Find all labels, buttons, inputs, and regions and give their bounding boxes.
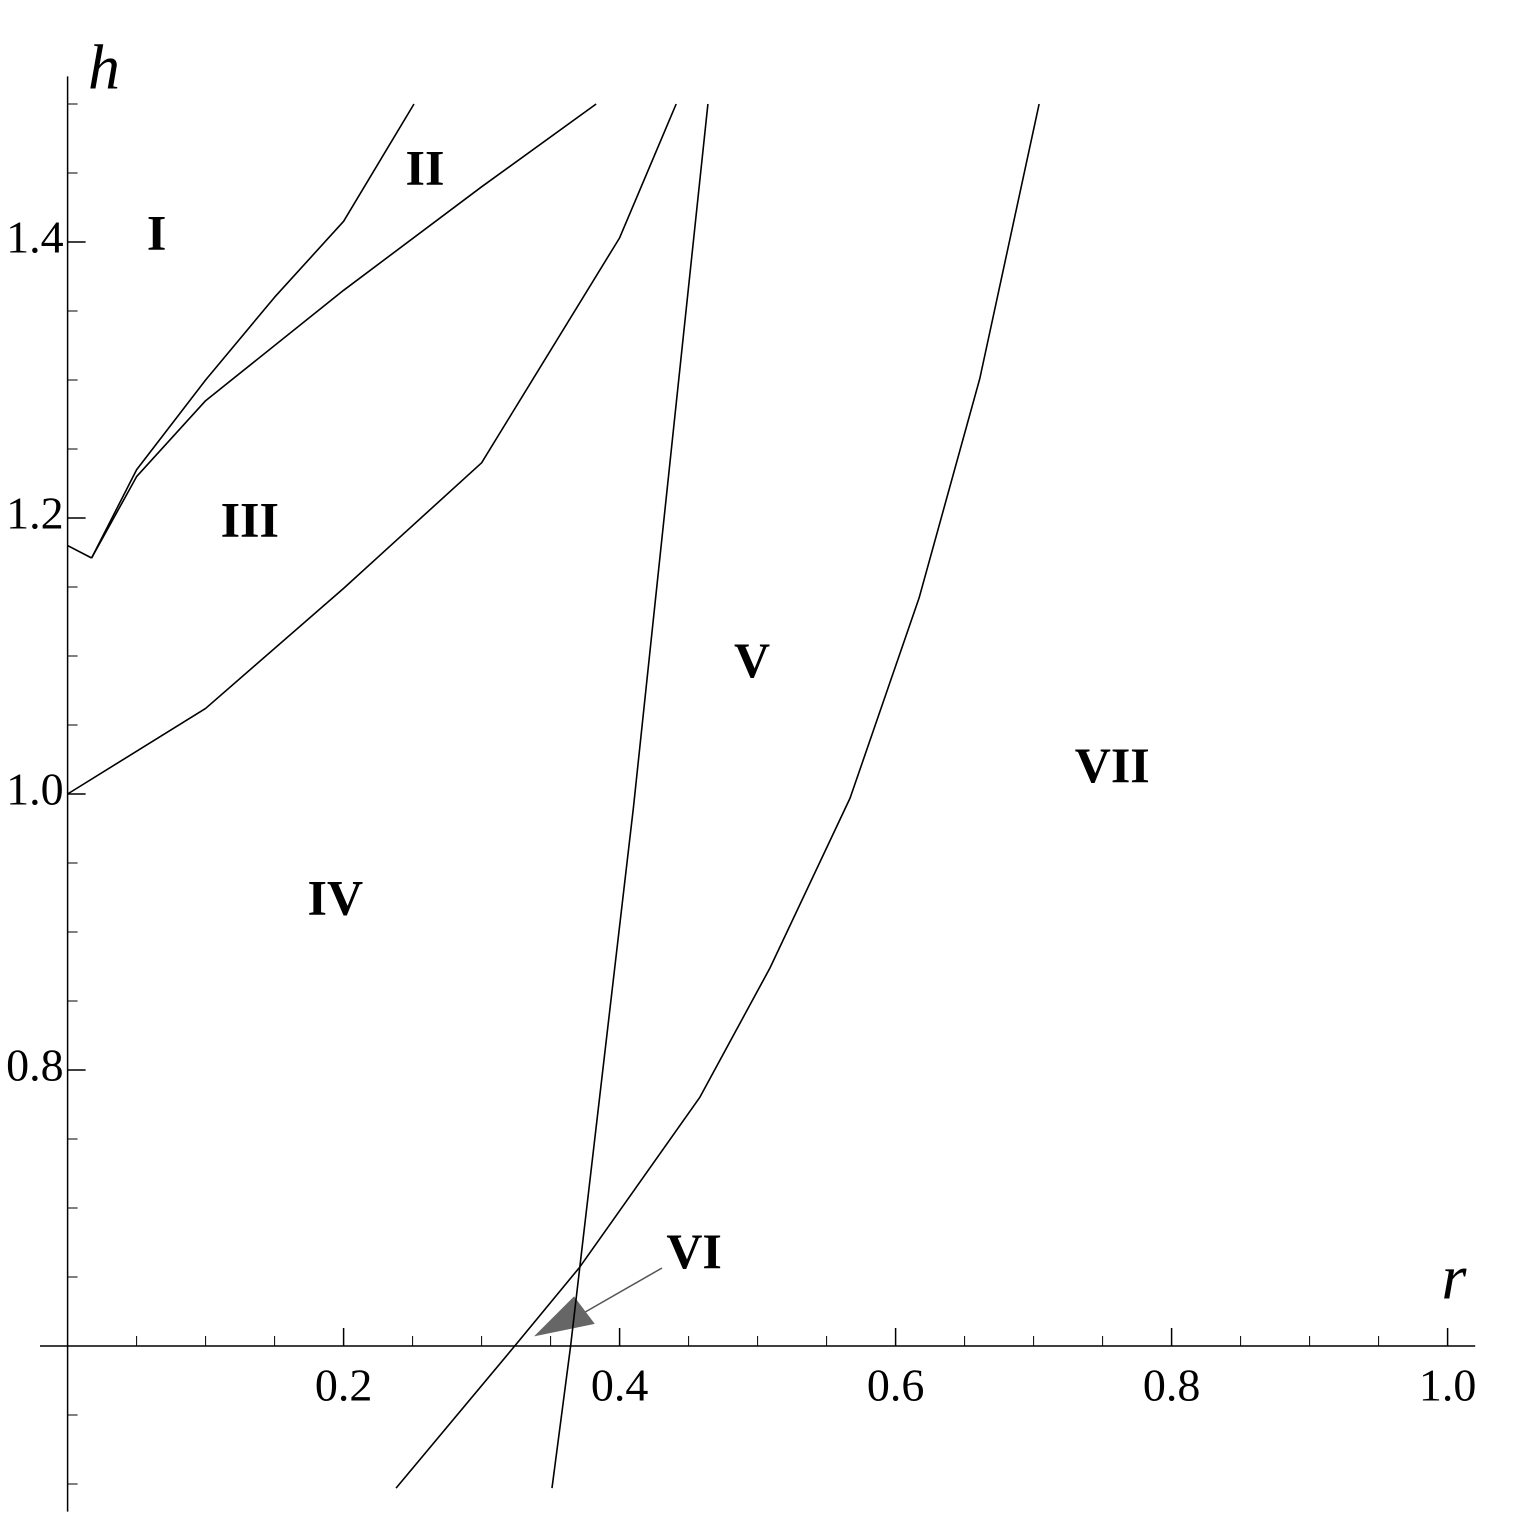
x-tick-label: 0.6 (867, 1360, 925, 1411)
region-label: VI (666, 1223, 722, 1279)
y-tick-label: 1.4 (6, 212, 64, 263)
region-label: VII (1075, 737, 1150, 793)
region-label: II (406, 139, 445, 195)
curve (90, 103, 597, 559)
region-label: III (221, 491, 279, 547)
x-tick-label: 0.4 (591, 1360, 649, 1411)
x-tick-label: 0.8 (1143, 1360, 1201, 1411)
shaded-region (534, 1296, 595, 1337)
curve (67, 544, 92, 559)
x-axis-label: r (1442, 1242, 1468, 1313)
curve (395, 103, 1040, 1489)
curve (90, 103, 415, 559)
arrow (579, 1267, 663, 1316)
y-tick-label: 0.8 (6, 1040, 64, 1091)
curve (67, 103, 677, 795)
region-label: V (734, 632, 770, 688)
x-tick-label: 1.0 (1419, 1360, 1477, 1411)
curve (551, 103, 709, 1489)
y-axis-label: h (88, 32, 120, 103)
y-tick-label: 1.0 (6, 764, 64, 815)
region-label: I (147, 204, 166, 260)
x-tick-label: 0.2 (315, 1360, 373, 1411)
region-label: IV (308, 869, 364, 925)
y-tick-label: 1.2 (6, 488, 64, 539)
